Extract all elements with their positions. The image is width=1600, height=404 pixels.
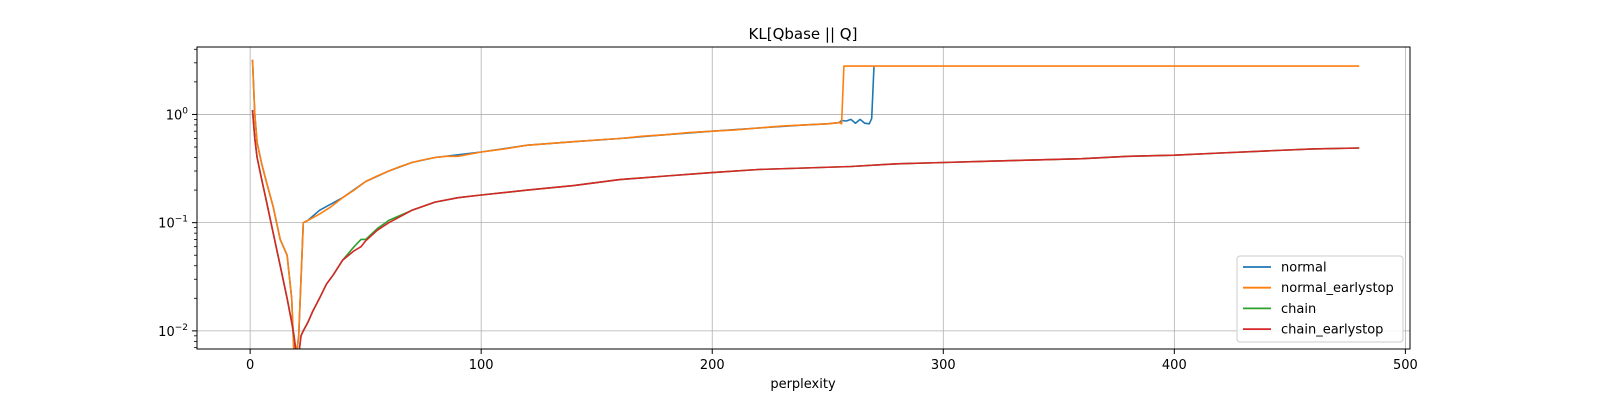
- series-line-chain-earlystop: [251, 109, 1360, 349]
- x-tick-label: 500: [1393, 358, 1418, 373]
- series-line-normal-earlystop: [251, 59, 1360, 349]
- x-tick-label: 0: [246, 358, 254, 373]
- series-line-normal: [251, 59, 875, 349]
- tick-layer: 0 100 200 300 400 500 10−2 10−1 100: [158, 48, 1418, 373]
- x-tick-label: 300: [931, 358, 956, 373]
- legend-box: [1236, 255, 1404, 343]
- legend-label: chain_earlystop: [1281, 323, 1383, 338]
- grid-layer: [197, 47, 1410, 349]
- legend-label: chain: [1281, 302, 1316, 317]
- chart-title: KL[Qbase || Q]: [749, 25, 858, 43]
- y-tick-label: 10−1: [158, 215, 188, 232]
- x-tick-label: 400: [1162, 358, 1187, 373]
- plot-frame: [196, 46, 1411, 350]
- series-line-chain: [251, 109, 1360, 349]
- legend-label: normal_earlystop: [1281, 281, 1394, 296]
- x-tick-label: 100: [469, 358, 494, 373]
- y-tick-label: 100: [166, 106, 189, 123]
- x-axis-label: perplexity: [770, 377, 836, 392]
- legend-label: normal: [1281, 261, 1327, 276]
- y-tick-label: 10−2: [158, 323, 188, 340]
- x-tick-label: 200: [700, 358, 725, 373]
- series-layer: [251, 59, 1360, 349]
